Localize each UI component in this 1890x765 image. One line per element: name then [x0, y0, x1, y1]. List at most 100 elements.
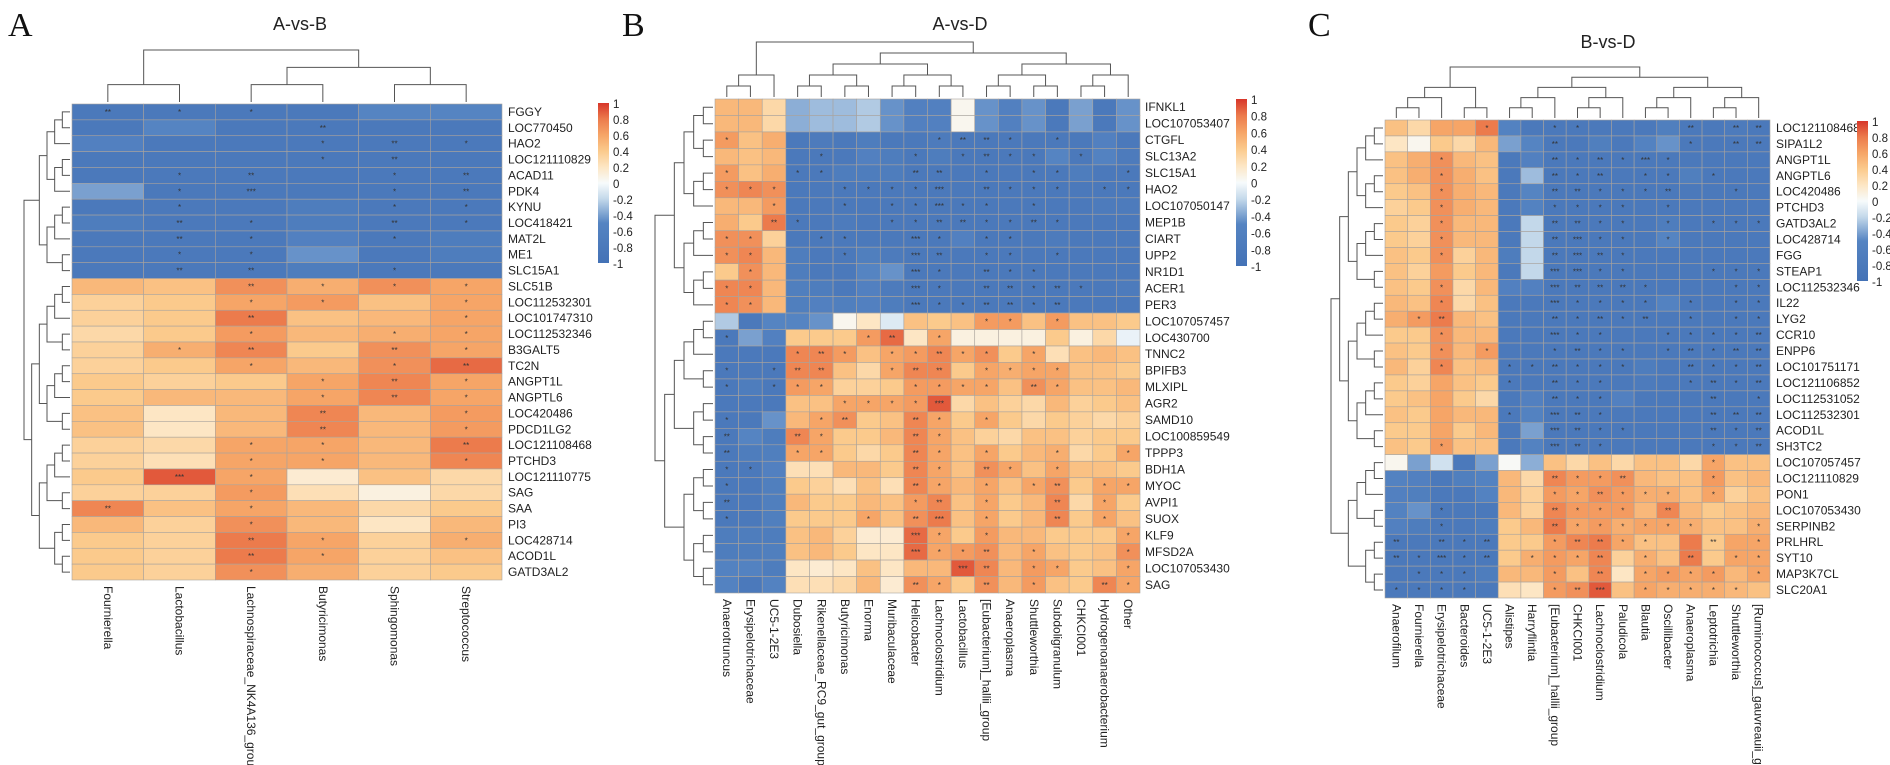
- row-label: MAT2L: [508, 232, 546, 246]
- significance-mark: *: [772, 186, 775, 195]
- row-label: ANGPTL6: [508, 391, 563, 405]
- significance-mark: **: [248, 552, 254, 561]
- significance-mark: *: [1757, 283, 1760, 292]
- heatmap-panel-C: C B-vs-D* * * ** ** **** * ** *** ** * ** * *** ** ** * **…: [1308, 7, 1890, 765]
- significance-mark: *: [1440, 506, 1443, 515]
- significance-mark: *: [1667, 331, 1670, 340]
- significance-mark: *: [725, 416, 728, 425]
- heatmap-cell: [903, 131, 928, 149]
- heatmap-cell: [1475, 518, 1499, 535]
- heatmap-cell: [1452, 486, 1476, 503]
- heatmap-cell: [785, 395, 810, 413]
- heatmap-cell: [1497, 263, 1522, 280]
- significance-mark: *: [820, 383, 823, 392]
- significance-mark: *: [1032, 301, 1035, 310]
- heatmap-cell: [856, 263, 881, 281]
- heatmap-cell: [430, 262, 503, 279]
- heatmap-cell: [1021, 329, 1046, 347]
- heatmap-cell: [1701, 119, 1726, 137]
- heatmap-cell: [358, 516, 431, 533]
- significance-mark: *: [1599, 188, 1602, 197]
- significance-mark: *: [1599, 522, 1602, 531]
- heatmap-cell: [71, 246, 144, 263]
- heatmap-cell: [286, 325, 359, 343]
- legend-tick-label: 0: [1251, 179, 1257, 191]
- heatmap-cell: [761, 395, 787, 413]
- significance-mark: *: [250, 568, 253, 577]
- significance-mark: *: [321, 552, 324, 561]
- heatmap-cell: [1520, 454, 1544, 471]
- heatmap-cell: [1021, 395, 1046, 413]
- heatmap-cell: [1116, 263, 1141, 281]
- heatmap-cell: [1633, 406, 1658, 424]
- heatmap-cell: [879, 444, 905, 462]
- heatmap-cell: [1475, 486, 1499, 503]
- significance-mark: **: [983, 268, 989, 277]
- significance-mark: **: [983, 301, 989, 310]
- dendrogram-branch: [38, 323, 47, 404]
- significance-mark: *: [1417, 554, 1420, 563]
- significance-mark: ***: [911, 301, 920, 310]
- significance-mark: **: [818, 350, 824, 359]
- heatmap-cell: [856, 378, 881, 396]
- significance-mark: *: [749, 268, 752, 277]
- column-label: Lachnospiraceae_NK4A136_group: [244, 586, 258, 765]
- heatmap-cell: [71, 278, 144, 295]
- dendrogram-branch: [1373, 350, 1383, 368]
- row-label: LOC112532301: [1776, 408, 1860, 422]
- row-label: LOC112532301: [508, 295, 592, 309]
- significance-mark: *: [1621, 188, 1624, 197]
- significance-mark: *: [393, 235, 396, 244]
- heatmap-cell: [1679, 247, 1703, 264]
- heatmap-cell: [879, 477, 905, 495]
- row-label: ANGPT1L: [1776, 153, 1831, 167]
- heatmap-cell: [785, 148, 810, 166]
- significance-mark: ***: [911, 235, 920, 244]
- column-label: Other: [1121, 599, 1135, 629]
- significance-mark: *: [938, 548, 941, 557]
- heatmap-cell: [215, 198, 288, 216]
- significance-mark: *: [1553, 538, 1556, 547]
- heatmap-cell: [1384, 390, 1408, 408]
- dendrogram-branch: [1365, 183, 1383, 209]
- row-label: LOC107053430: [1145, 561, 1230, 575]
- significance-mark: *: [938, 531, 941, 540]
- legend-tick-label: 0: [613, 179, 619, 191]
- heatmap-cell: [1633, 390, 1658, 408]
- significance-mark: *: [321, 282, 324, 291]
- significance-mark: *: [725, 235, 728, 244]
- heatmap-cell: [950, 395, 976, 413]
- significance-mark: **: [1574, 443, 1580, 452]
- significance-mark: *: [1599, 427, 1602, 436]
- heatmap-cell: [1679, 438, 1703, 455]
- heatmap-cell: [1092, 230, 1117, 248]
- significance-mark: *: [1056, 383, 1059, 392]
- heatmap-cell: [1068, 181, 1094, 199]
- significance-mark: **: [391, 140, 397, 149]
- significance-mark: ***: [935, 515, 944, 524]
- significance-mark: **: [936, 498, 942, 507]
- heatmap-cell: [1724, 231, 1748, 248]
- row-label: IFNKL1: [1145, 100, 1186, 114]
- legend-tick-label: 1: [613, 99, 619, 111]
- significance-mark: *: [843, 400, 846, 409]
- significance-mark: **: [1552, 251, 1558, 260]
- legend-tick-label: -0.2: [1251, 195, 1271, 207]
- heatmap-cell: [358, 563, 431, 581]
- significance-mark: **: [1756, 379, 1762, 388]
- significance-mark: *: [1576, 490, 1579, 499]
- significance-mark: **: [105, 505, 111, 514]
- heatmap-cell: [1543, 454, 1567, 471]
- column-label: Anaeroplasma: [1003, 599, 1017, 677]
- dendrogram-branch: [1365, 231, 1383, 256]
- significance-mark: *: [961, 350, 964, 359]
- legend-tick-label: 0.6: [1251, 128, 1267, 140]
- heatmap-cell: [950, 164, 976, 182]
- significance-mark: *: [1576, 506, 1579, 515]
- heatmap-cell: [1565, 565, 1590, 583]
- heatmap-cell: [1520, 390, 1544, 408]
- legend-colorbar: [1236, 99, 1247, 266]
- significance-mark: *: [393, 282, 396, 291]
- significance-mark: *: [938, 433, 941, 442]
- row-label: MLXIPL: [1145, 380, 1188, 394]
